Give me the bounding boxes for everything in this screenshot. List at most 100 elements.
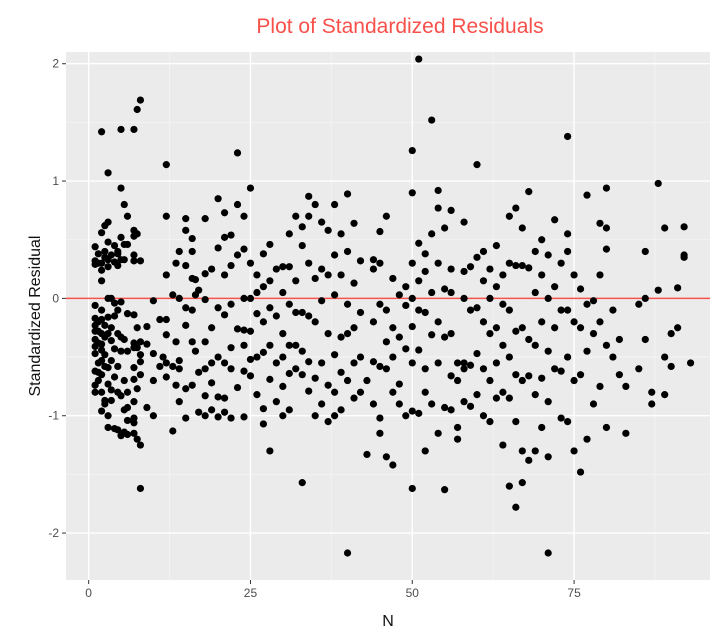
data-point [428, 331, 436, 339]
data-point [505, 306, 513, 314]
data-point [415, 346, 423, 354]
data-point [227, 414, 235, 422]
data-point [117, 233, 125, 241]
data-point [369, 318, 378, 326]
data-point [195, 408, 203, 416]
data-point [324, 226, 332, 234]
data-point [473, 304, 481, 312]
data-point [674, 324, 682, 332]
data-point [415, 55, 423, 63]
data-point [133, 385, 141, 393]
data-point [408, 259, 416, 267]
data-point [356, 308, 365, 317]
data-point [408, 189, 416, 197]
data-point [272, 265, 280, 273]
data-point [253, 310, 261, 318]
data-point [499, 271, 507, 279]
data-point [512, 261, 520, 270]
data-point [318, 265, 326, 273]
data-point [240, 294, 248, 302]
data-point [272, 359, 280, 367]
data-point [136, 96, 145, 104]
data-point [428, 116, 436, 124]
data-point [538, 423, 546, 432]
data-point [104, 238, 112, 246]
data-point [97, 356, 106, 365]
data-point [233, 383, 242, 392]
data-point [654, 286, 662, 294]
data-point [447, 372, 455, 380]
data-point [661, 353, 669, 361]
data-point [272, 398, 280, 406]
data-point [395, 291, 403, 299]
data-point [544, 549, 552, 557]
data-point [460, 398, 468, 406]
data-point [544, 398, 552, 406]
data-point [253, 288, 261, 297]
data-point [538, 318, 546, 326]
data-point [486, 376, 494, 385]
data-point [525, 335, 533, 344]
data-point [369, 256, 378, 264]
data-point [318, 297, 326, 305]
chart-title: Plot of Standardized Residuals [256, 15, 543, 38]
data-point [415, 306, 423, 314]
data-point [602, 184, 611, 192]
data-point [453, 359, 462, 367]
data-point [564, 306, 572, 314]
data-point [266, 341, 274, 349]
data-point [408, 484, 416, 493]
data-point [512, 503, 520, 511]
data-point [564, 230, 572, 238]
data-point [292, 341, 300, 349]
data-point [434, 359, 442, 367]
data-point [240, 341, 248, 349]
data-point [133, 344, 141, 352]
data-point [331, 351, 339, 359]
data-point [214, 393, 222, 401]
data-point [350, 279, 358, 287]
data-point [318, 218, 326, 226]
plot-panel [66, 52, 710, 580]
data-point [544, 251, 552, 259]
data-point [123, 388, 132, 396]
data-point [259, 420, 268, 428]
data-point [233, 251, 242, 259]
data-point [518, 447, 526, 455]
data-point [576, 324, 585, 332]
data-point [402, 283, 410, 291]
data-point [596, 318, 604, 326]
data-point [114, 250, 122, 258]
data-point [246, 184, 255, 192]
data-point [227, 231, 235, 239]
data-point [175, 398, 183, 406]
data-point [512, 371, 520, 379]
data-point [133, 435, 141, 443]
data-point [214, 195, 222, 203]
data-point [220, 408, 229, 416]
data-point [240, 326, 248, 334]
data-point [175, 356, 183, 365]
data-point [188, 338, 196, 346]
data-point [622, 382, 630, 390]
data-point [518, 261, 526, 270]
data-point [434, 318, 442, 326]
data-point [343, 330, 352, 338]
data-point [551, 216, 559, 224]
data-point [479, 277, 488, 285]
data-point [648, 400, 656, 408]
data-point [305, 358, 313, 366]
data-point [544, 453, 552, 461]
data-point [188, 247, 196, 256]
data-point [104, 313, 112, 321]
data-point [551, 324, 559, 332]
data-point [149, 349, 157, 358]
data-point [208, 406, 216, 414]
data-point [460, 365, 468, 373]
data-point [114, 362, 122, 371]
data-point [259, 348, 268, 356]
data-point [473, 253, 481, 261]
data-point [240, 367, 248, 375]
data-point [505, 259, 513, 267]
data-point [635, 365, 643, 373]
